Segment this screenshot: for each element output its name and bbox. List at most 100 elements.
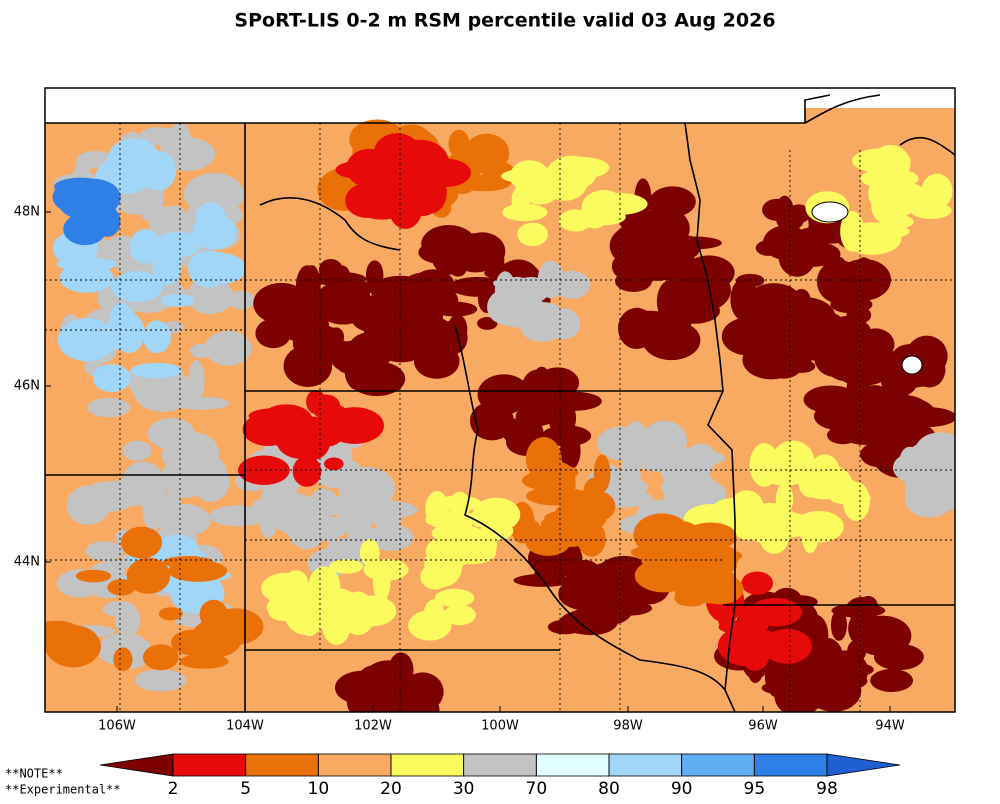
field-patch [809,454,841,493]
field-patch [813,402,866,431]
field-patch [758,451,812,486]
field-patch [226,290,256,310]
field-patch [447,314,468,345]
lon-label: 98W [613,719,643,734]
field-patch [591,561,645,580]
field-patch [787,359,816,373]
field-patch [547,619,583,635]
field-patch [401,272,447,301]
field-patch [443,604,476,626]
field-patch [519,307,555,342]
field-patch [199,599,228,629]
field-patch [431,235,466,275]
field-patch [54,177,108,196]
field-patch [111,271,163,302]
field-patch [853,385,896,426]
lon-label: 96W [748,719,778,734]
field-patch [204,330,252,366]
field-patch [560,432,581,470]
field-patch [152,243,182,286]
field-patch [253,282,310,325]
field-patch [904,465,922,506]
field-patch [454,526,486,552]
field-patch [134,669,187,692]
field-patch [143,320,172,354]
field-patch [870,668,914,692]
colorbar-swatch [463,753,537,777]
colorbar-swatch [608,753,683,777]
field-patch [217,507,267,525]
field-patch [870,144,911,184]
field-patch [139,127,177,146]
field-patch [113,647,133,672]
field-patch [92,364,131,393]
field-patch [359,538,380,567]
lake-shore [804,94,955,156]
field-patch [921,173,953,209]
field-patch [308,271,367,286]
colorbar: 2 5 10 20 30 70 80 90 95 98 [99,753,901,799]
field-patch [171,629,215,656]
field-patch [344,346,369,390]
field-patch [830,609,847,641]
field-patch [423,599,445,630]
field-patch [914,432,955,474]
field-patch [525,526,571,556]
field-patch [363,316,387,345]
colorbar-label: 10 [308,779,330,799]
field-patch [701,549,743,562]
colorbar-swatch [317,753,392,777]
field-patch [918,468,955,512]
field-patch [810,637,844,679]
field-patch [238,455,290,485]
field-patch [75,569,112,583]
field-patch [885,215,914,229]
field-patch [605,594,638,617]
field-patch [45,620,86,654]
field-patch [284,570,308,592]
colorbar-swatch [390,753,465,777]
field-patch [608,478,649,497]
field-patch [735,273,765,288]
field-patch [829,491,871,505]
colorbar-swatch [681,753,755,777]
field-patch [615,270,652,293]
field-patch [102,601,137,618]
field-patch [59,262,114,293]
field-patch [480,521,514,541]
field-patch [834,315,863,329]
field-patch [107,579,136,596]
field-patch [487,289,523,325]
field-patch [115,189,164,215]
field-patch [541,161,589,201]
lat-label: 46N [14,379,40,394]
lon-label: 102W [354,719,392,734]
field-patch [898,407,955,428]
colorbar-label: 80 [598,779,620,799]
field-patch [367,524,414,551]
missouri-river [259,197,726,691]
field-patch [87,397,131,418]
field-patch [158,607,183,621]
field-patch [520,391,577,418]
field-patch [845,596,880,622]
field-patch [635,198,684,211]
field-patch [778,237,816,277]
lon-label: 94W [875,719,905,734]
field-patch [511,185,530,215]
field-patch [321,522,339,543]
field-patch [347,595,397,627]
field-patch [657,520,700,547]
field-patch [584,213,606,229]
colorbar-label: 2 [168,779,179,799]
field-patch [593,454,611,493]
field-patch [542,455,561,488]
field-patch [513,276,550,304]
field-patch [303,265,321,308]
field-patch [662,456,710,490]
red-river-border [684,122,736,712]
field-patch [327,412,346,426]
field-patch [433,301,478,317]
field-patch [470,509,492,528]
